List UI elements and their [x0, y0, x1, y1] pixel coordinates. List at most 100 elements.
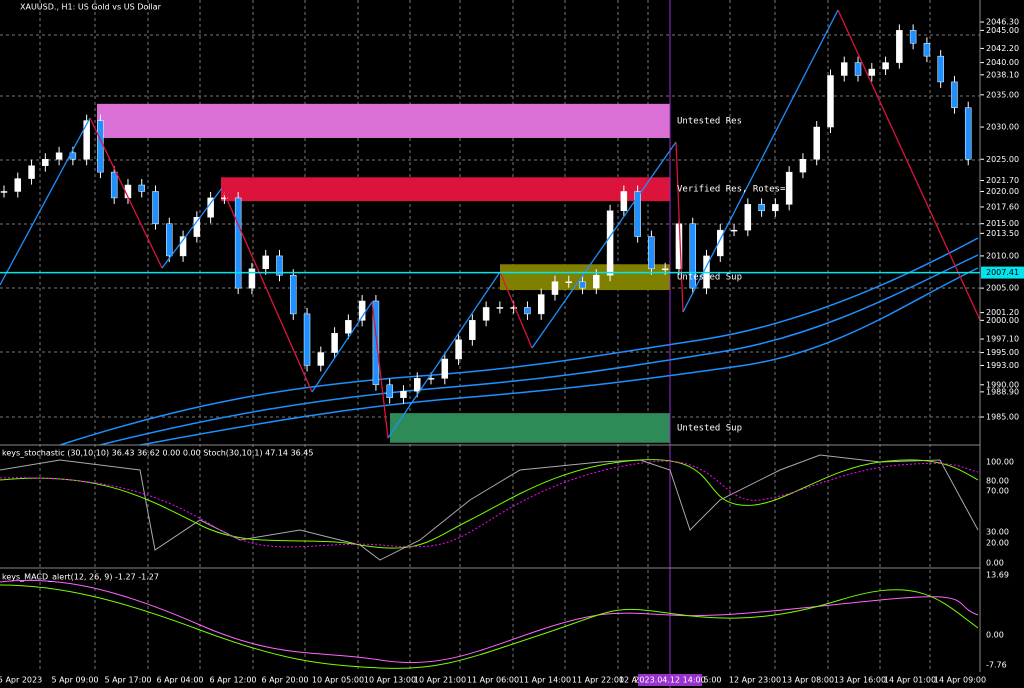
candle	[482, 307, 490, 321]
candle	[827, 75, 834, 128]
candle	[14, 178, 22, 192]
time-label: 5 Apr 09:00	[51, 676, 98, 685]
candle	[386, 384, 393, 398]
price-label: 1985.00	[986, 413, 1019, 422]
time-label: 14 Apr 01:00	[884, 676, 936, 685]
stochastic-axis-label: 0.00	[986, 559, 1004, 568]
candle	[524, 307, 531, 315]
candle	[358, 300, 366, 321]
candle	[248, 268, 256, 289]
price-label: 1990.00	[986, 380, 1019, 389]
stochastic-axis-label: 80.00	[986, 477, 1009, 486]
candle	[276, 255, 283, 276]
current-price-label: 2007.41	[986, 268, 1019, 277]
time-label: 11 Apr 06:00	[467, 676, 519, 685]
time-label: 13 Apr 16:00	[834, 676, 886, 685]
price-label: 2045.00	[986, 26, 1019, 35]
price-label: 2010.00	[986, 251, 1019, 260]
time-label: 6 Apr 12:00	[209, 676, 256, 685]
price-label: 2042.20	[986, 44, 1019, 53]
price-label: 2015.00	[986, 219, 1019, 228]
candle	[510, 307, 517, 309]
candle	[0, 191, 8, 193]
candle	[55, 152, 63, 160]
stochastic-lines	[0, 454, 979, 561]
time-label: 5 Apr 2023	[0, 676, 42, 685]
chart-title: XAUUSD., H1: US Gold vs US Dollar	[20, 3, 162, 12]
candle	[262, 255, 269, 270]
candle	[937, 55, 944, 83]
candle	[923, 43, 931, 57]
candle	[193, 216, 201, 237]
price-label: 2005.00	[986, 284, 1019, 293]
candle	[758, 204, 765, 212]
candle	[565, 281, 573, 283]
zone	[221, 177, 670, 202]
time-label: 10 Apr 13:00	[364, 676, 416, 685]
price-label: 2021.70	[986, 176, 1019, 185]
time-label: 15:00	[698, 676, 721, 685]
stochastic-axis-label: 20.00	[986, 539, 1009, 548]
candle	[951, 81, 958, 108]
candle	[882, 62, 889, 70]
candle	[372, 300, 380, 386]
candle	[661, 268, 669, 271]
candle	[868, 68, 876, 76]
cursor-time: 2023.04.12 14:00	[634, 676, 705, 685]
price-label: 2046.30	[986, 18, 1019, 27]
price-label: 2001.20	[986, 308, 1019, 317]
candle	[110, 171, 118, 199]
candle	[648, 236, 655, 270]
zigzag	[0, 9, 981, 439]
candle	[606, 210, 614, 276]
price-label: 1995.00	[986, 348, 1019, 357]
labels: XAUUSD., H1: US Gold vs US Dollar keys_s…	[0, 3, 1024, 686]
price-label: 2013.50	[986, 229, 1019, 238]
candle	[317, 352, 325, 366]
time-label: 11 Apr 14:00	[519, 676, 571, 685]
candle	[634, 191, 641, 237]
candle	[42, 159, 49, 166]
candle	[579, 281, 586, 289]
macd-lines	[0, 579, 979, 669]
price-label: 2000.00	[986, 316, 1019, 325]
price-label: 1993.00	[986, 361, 1019, 370]
candle	[345, 320, 352, 334]
macd-label: keys_MACD_alert(12, 26, 9) -1.27 -1.27	[2, 573, 159, 582]
candle	[83, 120, 90, 160]
time-label: 5 Apr 17:00	[104, 676, 151, 685]
candle	[469, 320, 476, 340]
zone-label: Verified Res, Rotes=1	[677, 185, 791, 195]
macd-axis-label: 0.00	[986, 631, 1004, 640]
candle	[97, 120, 104, 173]
candle	[537, 294, 545, 315]
candle	[152, 191, 159, 224]
zone-label: Untested Sup	[677, 423, 742, 433]
candle	[496, 307, 504, 309]
zone-label: Untested Res	[677, 116, 742, 126]
price-label: 2017.60	[986, 202, 1019, 211]
candle	[303, 313, 311, 366]
candle	[179, 236, 187, 257]
candles	[0, 24, 972, 404]
time-label: 12 A	[619, 676, 638, 685]
candle	[28, 165, 35, 179]
time-label: 12 Apr 23:00	[729, 676, 781, 685]
price-label: 2025.00	[986, 155, 1019, 164]
candle	[166, 223, 173, 257]
stochastic-axis-label: 70.00	[986, 487, 1009, 496]
macd-axis-label: -7.76	[986, 661, 1007, 670]
candle	[221, 197, 228, 200]
stochastic-axis-label: 30.00	[986, 528, 1009, 537]
candle	[331, 332, 338, 353]
zone-label: Untested Sup	[677, 273, 742, 283]
time-label: 10 Apr 05:00	[312, 676, 364, 685]
price-label: 2038.10	[986, 70, 1019, 79]
price-label: 1988.90	[986, 387, 1019, 396]
price-label: 2020.00	[986, 187, 1019, 196]
time-label: 13 Apr 08:00	[782, 676, 834, 685]
candle	[772, 204, 779, 212]
price-label: 1997.10	[986, 335, 1019, 344]
